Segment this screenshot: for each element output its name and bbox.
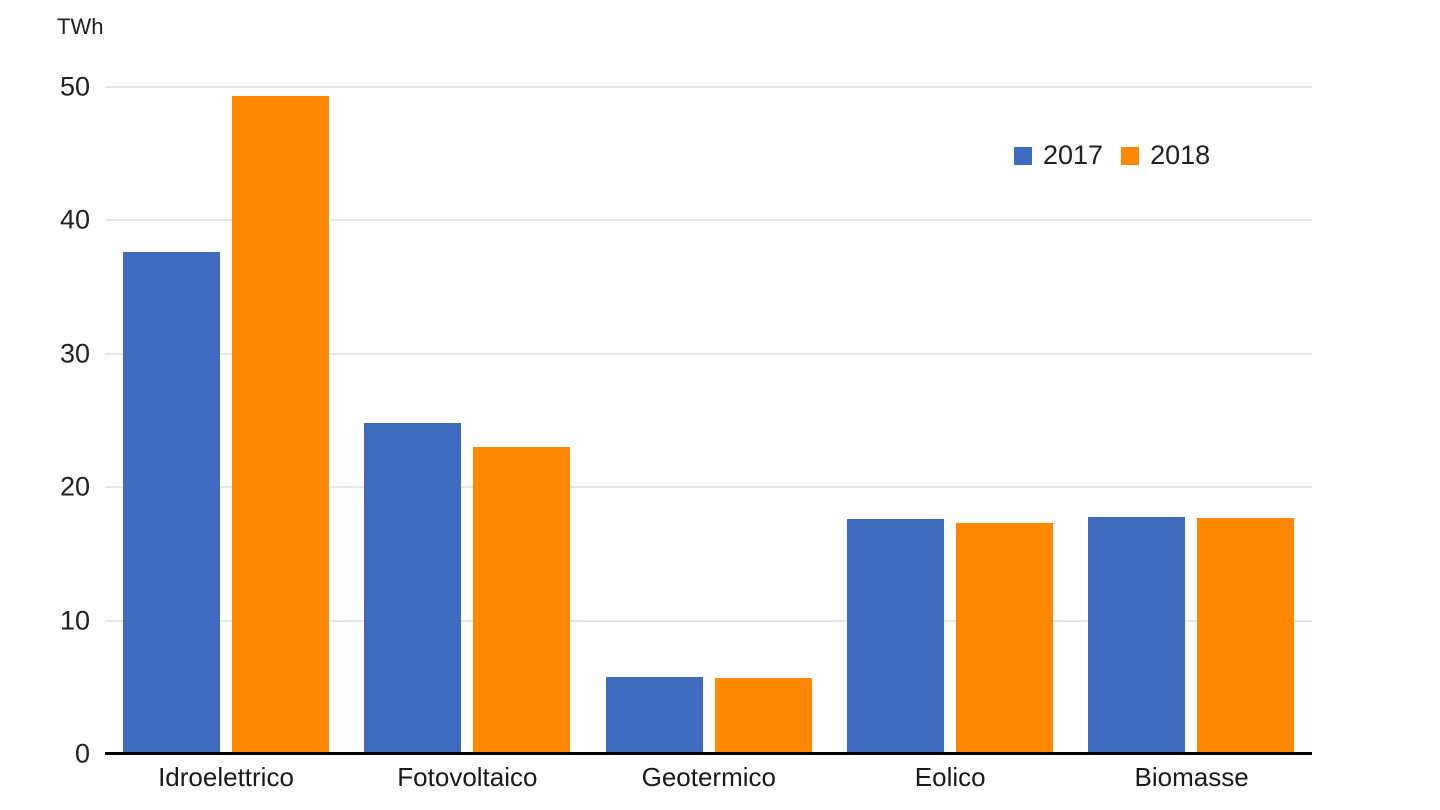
bar-2018-idroelettrico — [231, 96, 329, 754]
bar-2017-fotovoltaico — [364, 423, 462, 754]
gridline — [105, 86, 1312, 88]
y-axis-unit-label: TWh — [57, 14, 104, 39]
bar-2017-biomasse — [1088, 516, 1186, 754]
x-axis-category-label: Idroelettrico — [158, 762, 294, 792]
gridline — [105, 352, 1312, 355]
x-axis-category-label: Geotermico — [641, 762, 776, 792]
gridline — [105, 619, 1312, 622]
bar-2017-eolico — [846, 519, 944, 754]
legend-label: 2017 — [1043, 140, 1104, 170]
bar-2018-biomasse — [1197, 517, 1295, 754]
y-axis-tick-label: 50 — [59, 71, 90, 102]
bar-2017-geotermico — [605, 676, 703, 754]
y-axis-tick-label: 30 — [59, 338, 90, 369]
y-axis-tick-label: 20 — [59, 471, 90, 502]
x-axis-baseline — [105, 752, 1312, 755]
legend: 2017 2018 — [1014, 140, 1210, 171]
legend-item-2017: 2017 — [1014, 140, 1103, 171]
gridline — [105, 486, 1312, 489]
bar-2018-fotovoltaico — [473, 447, 571, 754]
x-axis-category-label: Fotovoltaico — [397, 762, 538, 792]
y-axis-tick-label: 40 — [59, 204, 90, 235]
legend-item-2018: 2018 — [1121, 140, 1210, 171]
plot-area — [105, 86, 1312, 755]
legend-swatch-2018 — [1121, 146, 1140, 165]
gridline — [105, 219, 1312, 222]
bar-2018-geotermico — [714, 677, 812, 754]
legend-label: 2018 — [1150, 140, 1211, 170]
bar-2017-idroelettrico — [122, 252, 220, 754]
bar-2018-eolico — [955, 523, 1053, 754]
x-axis-category-label: Biomasse — [1134, 762, 1249, 792]
y-axis-tick-label: 0 — [74, 738, 90, 769]
y-axis-tick-label: 10 — [59, 605, 90, 636]
legend-swatch-2017 — [1014, 146, 1032, 165]
x-axis-category-label: Eolico — [914, 762, 986, 792]
